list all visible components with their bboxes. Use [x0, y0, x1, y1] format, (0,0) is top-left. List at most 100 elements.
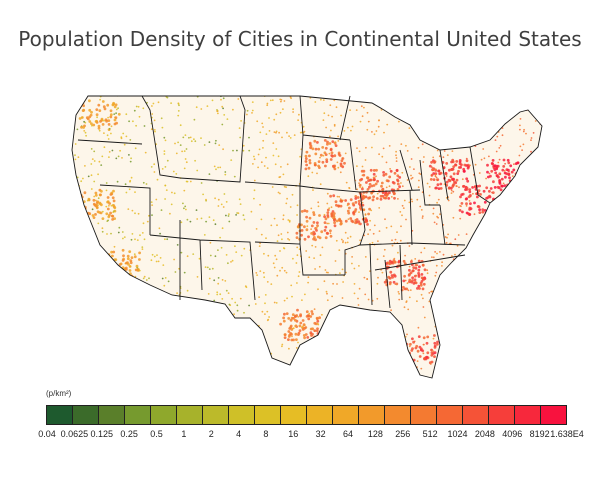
density-dot: [348, 359, 350, 362]
density-dot: [487, 360, 490, 363]
density-dot: [428, 164, 432, 168]
density-dot: [327, 114, 330, 117]
density-dot: [530, 300, 533, 303]
density-dot: [226, 118, 229, 120]
density-dot: [98, 193, 102, 197]
density-dot: [103, 258, 107, 262]
density-dot: [434, 301, 437, 303]
density-dot: [94, 120, 98, 123]
density-dot: [497, 336, 500, 338]
density-dot: [395, 150, 397, 153]
density-dot: [264, 313, 266, 315]
density-dot: [479, 135, 482, 138]
density-dot: [110, 125, 113, 128]
density-dot: [388, 350, 390, 352]
density-dot: [200, 137, 202, 140]
density-dot: [213, 165, 216, 168]
density-dot: [118, 303, 121, 306]
density-dot: [95, 205, 99, 209]
density-dot: [76, 191, 80, 195]
density-dot: [92, 234, 95, 236]
density-dot: [452, 297, 455, 300]
density-dot: [332, 165, 336, 169]
density-dot: [175, 152, 178, 155]
density-dot: [393, 260, 397, 264]
density-dot: [511, 182, 514, 186]
density-dot: [182, 202, 184, 205]
density-dot: [339, 171, 342, 174]
density-dot: [245, 341, 248, 343]
density-dot: [283, 299, 286, 302]
density-dot: [174, 271, 177, 273]
density-dot: [288, 239, 291, 241]
density-dot: [390, 225, 393, 228]
density-dot: [382, 171, 385, 174]
density-dot: [452, 177, 455, 181]
density-dot: [175, 173, 178, 175]
density-dot: [303, 336, 306, 340]
density-dot: [69, 339, 71, 341]
density-dot: [291, 313, 295, 316]
density-dot: [543, 160, 545, 162]
density-dot: [417, 326, 420, 329]
density-dot: [519, 244, 522, 247]
density-dot: [260, 218, 263, 221]
density-dot: [90, 188, 93, 190]
density-dot: [303, 237, 307, 241]
density-dot: [334, 200, 338, 204]
density-dot: [111, 149, 114, 152]
density-dot: [539, 202, 542, 205]
density-dot: [416, 264, 419, 266]
density-dot: [126, 305, 128, 307]
density-dot: [482, 113, 485, 116]
density-dot: [406, 179, 409, 181]
density-dot: [322, 99, 325, 101]
density-dot: [478, 257, 480, 260]
density-dot: [520, 181, 524, 185]
density-dot: [101, 210, 104, 213]
density-dot: [246, 113, 248, 116]
density-dot: [201, 375, 204, 378]
density-dot: [406, 333, 408, 336]
density-dot: [329, 234, 333, 238]
density-dot: [388, 175, 392, 179]
density-dot: [227, 215, 230, 217]
density-dot: [510, 336, 512, 339]
density-dot: [274, 254, 277, 257]
density-dot: [420, 209, 423, 211]
density-dot: [153, 339, 156, 341]
density-dot: [296, 254, 299, 257]
density-dot: [477, 189, 481, 193]
density-dot: [523, 308, 525, 311]
density-dot: [164, 184, 167, 187]
density-dot: [410, 158, 413, 160]
density-dot: [91, 374, 93, 377]
density-dot: [105, 189, 108, 192]
density-dot: [522, 339, 525, 342]
density-dot: [304, 154, 308, 158]
density-dot: [167, 280, 170, 283]
density-dot: [238, 347, 241, 350]
density-dot: [312, 189, 314, 192]
density-dot: [402, 207, 405, 210]
density-dot: [139, 234, 141, 237]
density-dot: [530, 137, 533, 139]
density-dot: [407, 121, 410, 124]
density-dot: [414, 263, 418, 267]
density-dot: [412, 340, 415, 344]
density-dot: [401, 109, 404, 112]
density-dot: [96, 116, 98, 119]
density-dot: [311, 244, 314, 247]
density-dot: [463, 358, 465, 361]
density-dot: [535, 370, 538, 372]
density-dot: [134, 238, 136, 241]
density-dot: [473, 201, 476, 205]
density-dot: [309, 381, 311, 383]
density-dot: [303, 209, 307, 213]
density-dot: [307, 276, 310, 279]
density-dot: [397, 350, 401, 354]
density-dot: [107, 275, 110, 279]
density-dot: [356, 165, 358, 168]
density-dot: [349, 217, 353, 220]
density-dot: [162, 264, 165, 266]
